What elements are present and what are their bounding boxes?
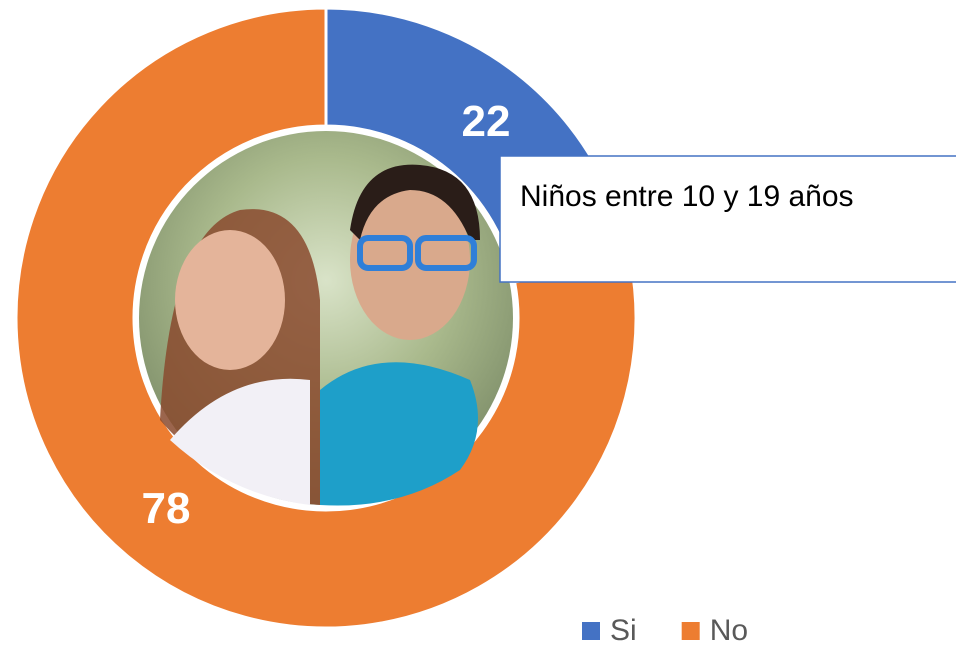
legend: Si No [582,614,748,645]
value-labels: 22 78 [142,97,511,533]
legend-swatch [681,622,700,640]
value-label: 22 [462,97,511,146]
legend-label: Si [610,614,637,645]
photo [134,126,518,510]
legend-swatch [582,622,600,640]
legend-label: No [710,614,748,645]
annotation: Niños entre 10 y 19 años [520,180,854,213]
value-label: 78 [142,484,191,533]
annotation-box [499,155,956,283]
